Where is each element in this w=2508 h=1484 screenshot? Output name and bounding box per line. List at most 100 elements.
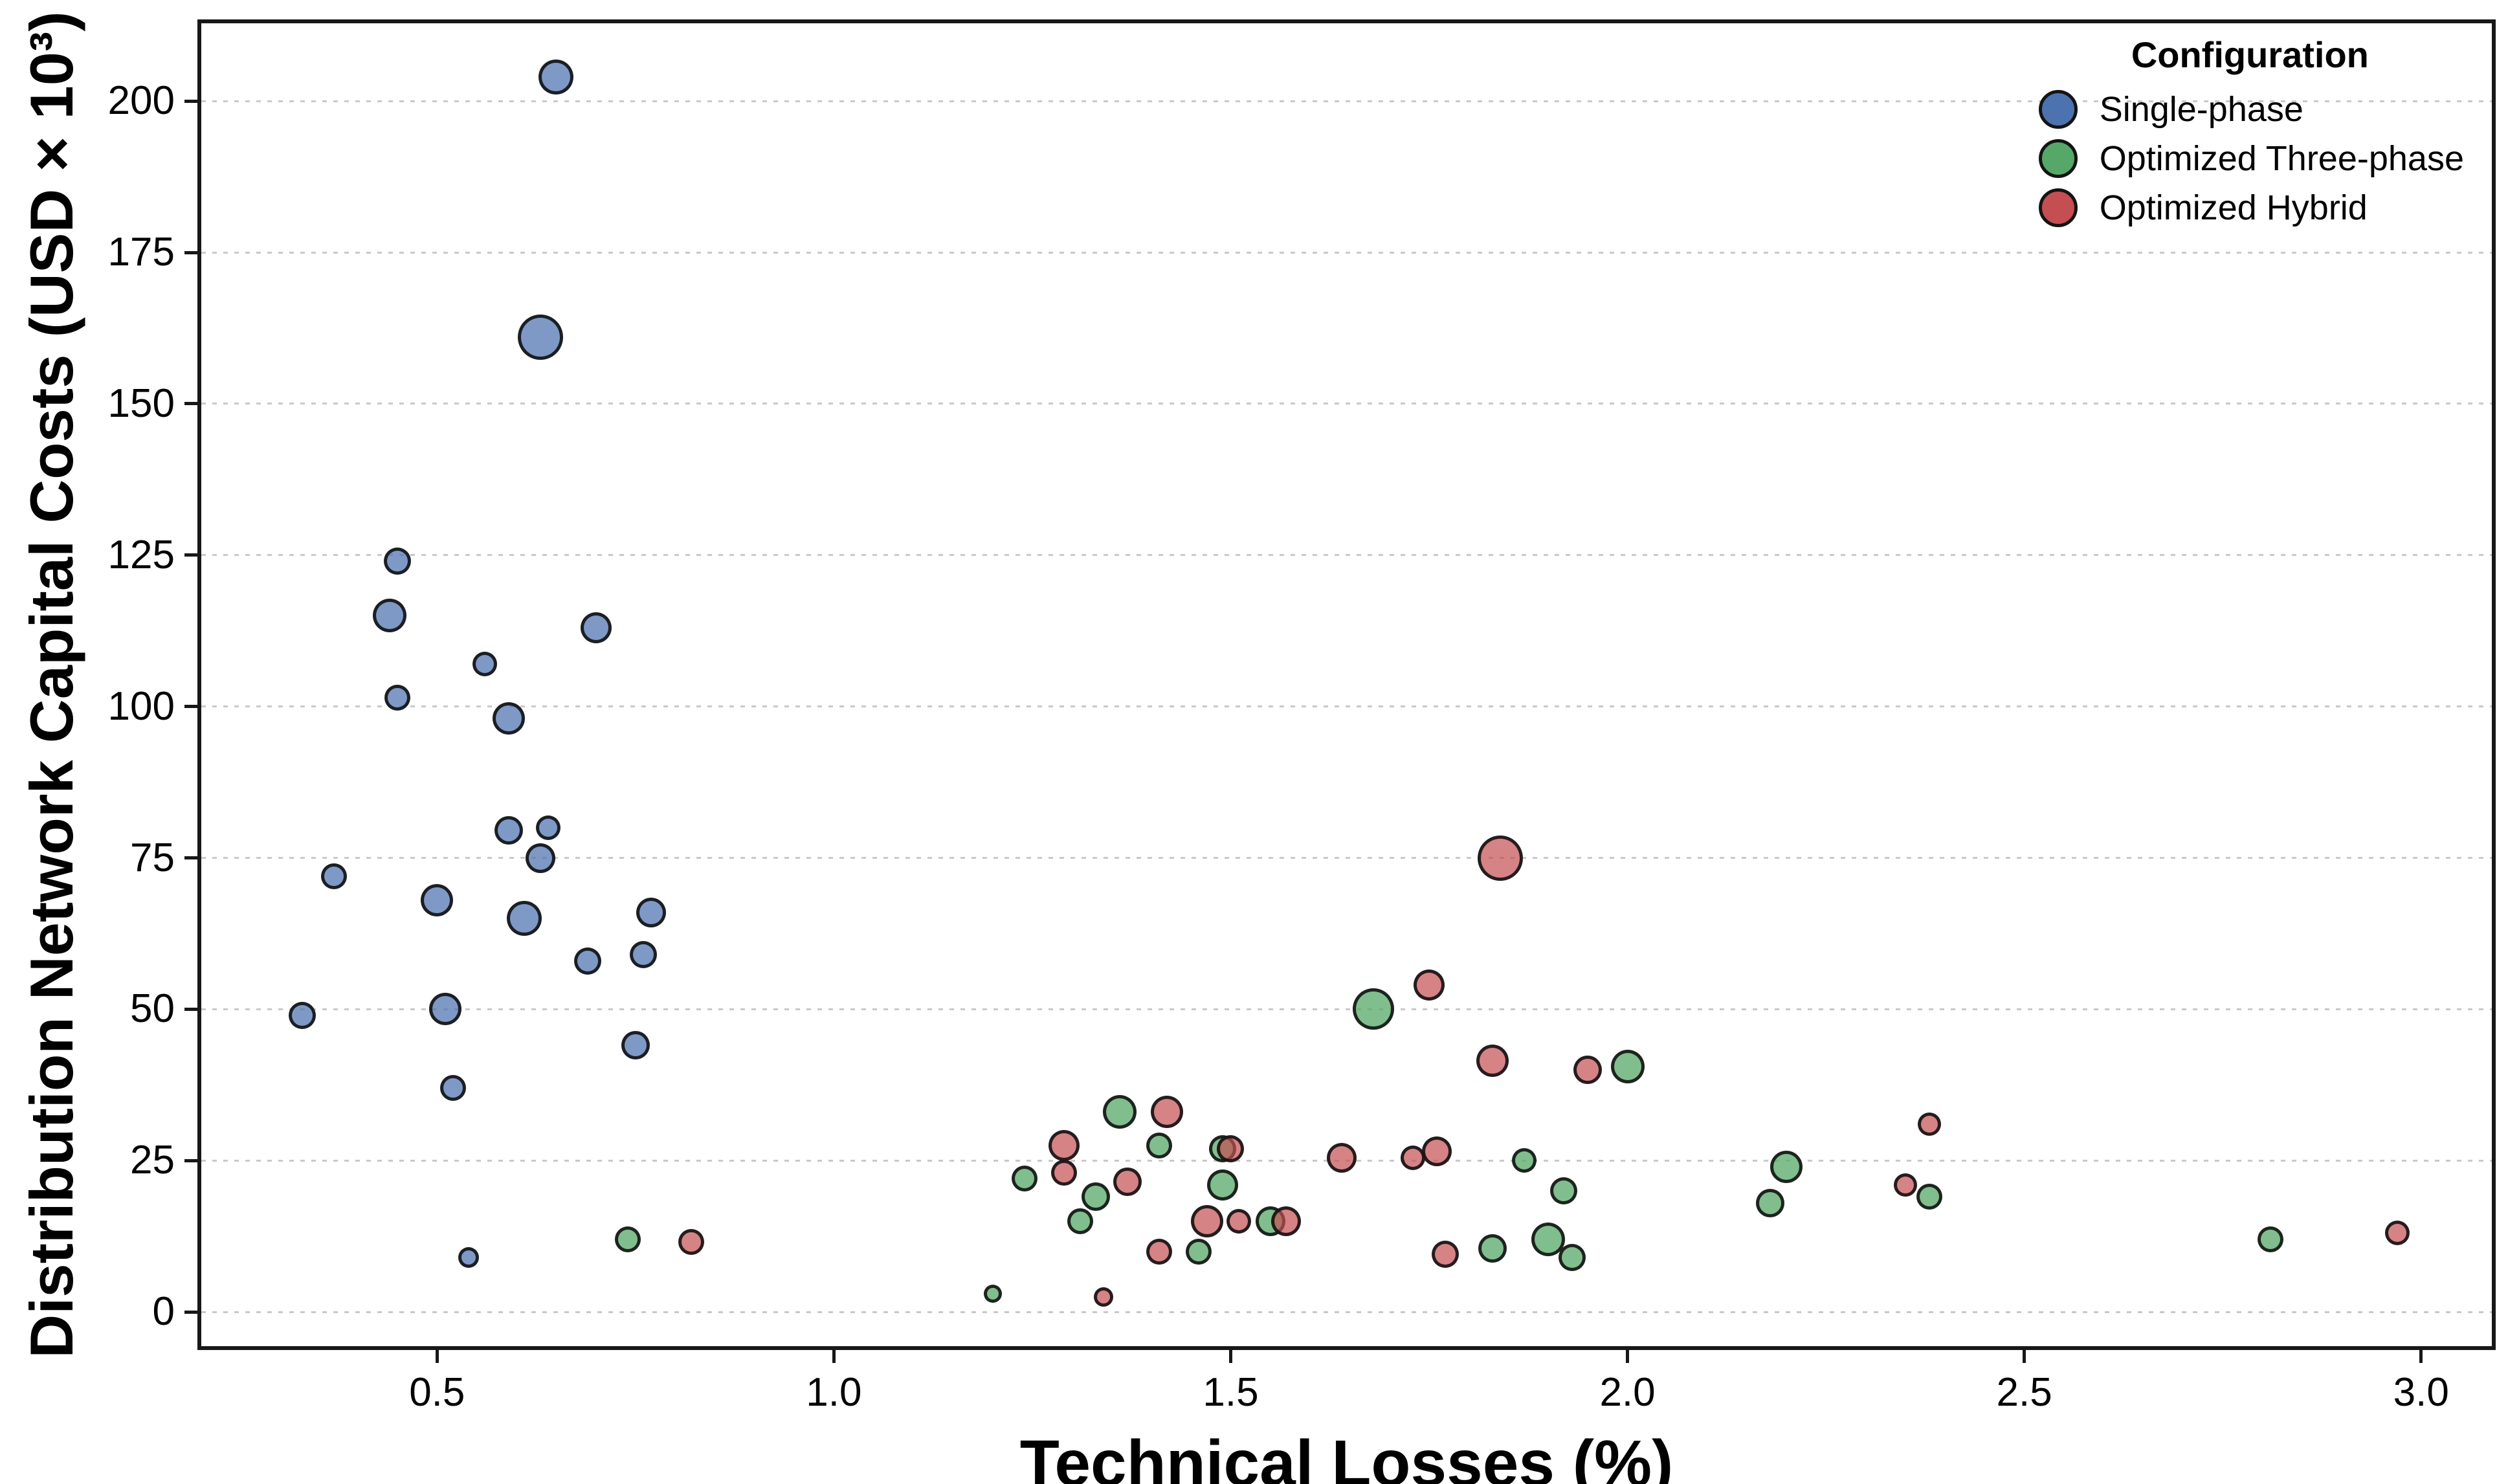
x-tick-label: 1.5 <box>1203 1370 1259 1415</box>
x-axis-tick <box>435 1350 439 1363</box>
x-tick-label: 3.0 <box>2393 1370 2449 1415</box>
x-axis-label: Technical Losses (%) <box>1019 1427 1674 1484</box>
data-point-optimized-hybrid <box>1917 1113 1941 1136</box>
x-axis-tick <box>1626 1350 1630 1363</box>
y-axis-tick <box>184 856 197 860</box>
data-point-optimized-three-phase <box>1353 988 1395 1030</box>
horizontal-gridline <box>201 705 2492 708</box>
data-point-optimized-three-phase <box>1770 1150 1803 1183</box>
horizontal-gridline <box>201 100 2492 102</box>
x-axis-tick <box>832 1350 836 1363</box>
data-point-optimized-hybrid <box>1094 1287 1114 1307</box>
data-point-optimized-three-phase <box>1011 1166 1038 1192</box>
data-point-single-phase <box>574 947 602 975</box>
data-point-optimized-hybrid <box>1217 1135 1245 1162</box>
data-point-optimized-hybrid <box>1327 1142 1357 1173</box>
y-tick-label: 175 <box>107 230 175 275</box>
data-point-single-phase <box>383 548 411 575</box>
data-point-single-phase <box>439 1074 466 1101</box>
data-point-optimized-hybrid <box>1401 1145 1426 1170</box>
data-point-optimized-three-phase <box>614 1226 641 1252</box>
data-point-single-phase <box>428 993 461 1026</box>
data-point-optimized-hybrid <box>1048 1129 1080 1161</box>
y-axis-label: Distribution Network Capital Costs (USD … <box>17 11 85 1358</box>
horizontal-gridline <box>201 554 2492 557</box>
y-tick-label: 50 <box>130 986 175 1032</box>
data-point-optimized-three-phase <box>1067 1208 1093 1234</box>
horizontal-gridline <box>201 403 2492 405</box>
data-point-optimized-three-phase <box>1756 1188 1785 1217</box>
data-point-optimized-three-phase <box>1531 1222 1565 1256</box>
data-point-optimized-hybrid <box>1151 1096 1184 1129</box>
data-point-optimized-three-phase <box>1207 1169 1239 1201</box>
data-point-optimized-three-phase <box>983 1285 1002 1303</box>
horizontal-gridline <box>201 1008 2492 1010</box>
data-point-single-phase <box>621 1031 650 1060</box>
data-point-single-phase <box>630 941 658 969</box>
data-point-optimized-hybrid <box>678 1229 704 1256</box>
legend-title: Configuration <box>2131 34 2369 75</box>
data-point-optimized-hybrid <box>1050 1159 1077 1186</box>
data-point-single-phase <box>458 1246 480 1268</box>
data-point-optimized-three-phase <box>2257 1226 2283 1252</box>
y-axis-tick <box>184 99 197 103</box>
data-point-optimized-three-phase <box>1916 1184 1942 1210</box>
x-axis-tick <box>2023 1350 2026 1363</box>
data-point-optimized-hybrid <box>1113 1167 1142 1196</box>
data-point-single-phase <box>421 884 454 916</box>
y-tick-label: 75 <box>130 835 175 880</box>
data-point-optimized-hybrid <box>1431 1241 1459 1268</box>
data-point-single-phase <box>494 816 523 845</box>
y-axis-tick <box>184 402 197 406</box>
data-point-single-phase <box>372 599 406 633</box>
y-tick-label: 0 <box>152 1289 175 1334</box>
data-point-single-phase <box>507 901 542 936</box>
data-point-optimized-hybrid <box>1271 1206 1302 1236</box>
data-point-optimized-hybrid <box>1226 1208 1251 1234</box>
data-point-single-phase <box>636 897 667 927</box>
data-point-optimized-hybrid <box>2384 1221 2410 1246</box>
legend-item: Optimized Hybrid <box>2036 183 2464 232</box>
data-point-optimized-three-phase <box>1082 1182 1111 1212</box>
y-axis-tick <box>184 1310 197 1314</box>
x-tick-label: 2.5 <box>1996 1370 2052 1415</box>
data-point-optimized-hybrid <box>1893 1173 1917 1197</box>
data-point-single-phase <box>288 1001 316 1029</box>
data-point-single-phase <box>320 863 347 889</box>
horizontal-gridline <box>201 1311 2492 1313</box>
data-point-single-phase <box>472 652 497 677</box>
x-tick-label: 2.0 <box>1599 1370 1656 1415</box>
legend-marker-circle <box>2038 188 2078 227</box>
data-point-optimized-hybrid <box>1414 969 1445 1001</box>
legend-item: Optimized Three-phase <box>2036 134 2464 183</box>
y-tick-label: 100 <box>107 683 175 729</box>
legend: Configuration Single-phase Optimized Thre… <box>2036 34 2464 232</box>
data-point-optimized-three-phase <box>1512 1148 1537 1173</box>
data-point-optimized-three-phase <box>1186 1238 1212 1265</box>
data-point-optimized-hybrid <box>1478 835 1524 881</box>
legend-items: Single-phase Optimized Three-phase Optimiz… <box>2036 85 2464 232</box>
x-axis-tick <box>2419 1350 2423 1363</box>
data-point-optimized-hybrid <box>1422 1136 1452 1167</box>
data-point-single-phase <box>580 612 612 644</box>
data-point-optimized-three-phase <box>1478 1234 1507 1263</box>
data-point-optimized-three-phase <box>1102 1095 1137 1129</box>
horizontal-gridline <box>201 251 2492 254</box>
y-tick-label: 25 <box>130 1138 175 1183</box>
data-point-optimized-hybrid <box>1146 1238 1173 1265</box>
data-point-optimized-three-phase <box>1550 1177 1578 1204</box>
plot-border <box>197 19 2496 1350</box>
legend-item: Single-phase <box>2036 85 2464 134</box>
data-point-optimized-hybrid <box>1476 1044 1509 1077</box>
data-point-single-phase <box>535 815 560 840</box>
y-axis-tick <box>184 553 197 557</box>
data-point-single-phase <box>492 702 525 735</box>
y-axis-tick <box>184 1158 197 1162</box>
legend-label: Single-phase <box>2099 90 2303 129</box>
y-axis-tick <box>184 1007 197 1011</box>
x-axis-tick <box>1228 1350 1232 1363</box>
x-tick-label: 0.5 <box>409 1370 465 1415</box>
data-point-optimized-three-phase <box>1610 1050 1645 1084</box>
data-point-optimized-hybrid <box>1573 1055 1603 1084</box>
